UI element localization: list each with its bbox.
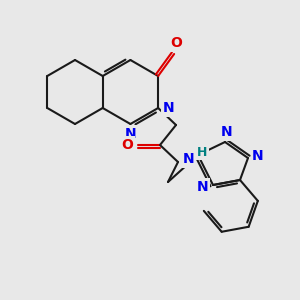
Text: H: H [197,146,207,158]
Text: N: N [252,149,264,163]
Text: N: N [221,125,233,139]
Text: O: O [121,138,133,152]
Text: N: N [124,127,136,141]
Text: N: N [183,152,195,166]
Text: N: N [162,101,174,115]
Text: N: N [197,180,209,194]
Text: O: O [170,36,182,50]
